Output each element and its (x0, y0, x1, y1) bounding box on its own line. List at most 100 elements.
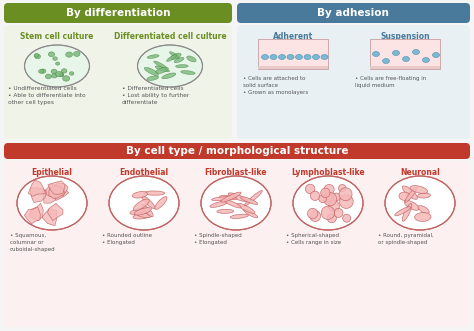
Ellipse shape (147, 76, 159, 80)
Ellipse shape (270, 55, 277, 60)
Ellipse shape (60, 73, 64, 76)
Ellipse shape (55, 62, 60, 65)
Circle shape (324, 193, 332, 201)
Ellipse shape (373, 52, 380, 57)
Ellipse shape (228, 193, 247, 202)
Ellipse shape (145, 68, 158, 75)
Circle shape (338, 184, 346, 192)
Circle shape (328, 201, 339, 212)
Polygon shape (28, 180, 46, 196)
Ellipse shape (295, 55, 302, 60)
Ellipse shape (312, 55, 319, 60)
Polygon shape (30, 188, 46, 203)
Ellipse shape (170, 52, 179, 58)
Circle shape (320, 188, 330, 198)
Polygon shape (48, 181, 65, 195)
Ellipse shape (144, 191, 165, 195)
FancyBboxPatch shape (4, 25, 232, 139)
Circle shape (327, 213, 337, 223)
Polygon shape (42, 209, 57, 226)
Text: Lymphoblast-like: Lymphoblast-like (291, 168, 365, 177)
Ellipse shape (410, 186, 428, 193)
Bar (370, 66, 440, 69)
Ellipse shape (224, 200, 241, 208)
Ellipse shape (155, 197, 167, 210)
Text: • Spherical-shaped
• Cells range in size: • Spherical-shaped • Cells range in size (286, 233, 341, 245)
Circle shape (333, 193, 340, 201)
Circle shape (324, 194, 334, 203)
Text: • Differentiated cells
• Lost ability to further
differentiate: • Differentiated cells • Lost ability to… (122, 86, 189, 105)
Polygon shape (29, 203, 43, 221)
Ellipse shape (240, 197, 258, 205)
Ellipse shape (262, 55, 268, 60)
Ellipse shape (418, 206, 429, 213)
Ellipse shape (134, 208, 151, 215)
Polygon shape (24, 207, 40, 224)
Ellipse shape (132, 192, 147, 198)
Text: • Rounded outline
• Elongated: • Rounded outline • Elongated (102, 233, 152, 245)
Circle shape (310, 211, 320, 221)
Circle shape (322, 191, 329, 198)
Polygon shape (49, 185, 64, 198)
FancyBboxPatch shape (237, 25, 470, 139)
Text: By differentiation: By differentiation (66, 8, 170, 18)
Ellipse shape (130, 208, 146, 214)
Circle shape (324, 193, 337, 206)
Circle shape (339, 195, 353, 209)
Text: Adherent: Adherent (273, 32, 313, 41)
Ellipse shape (243, 209, 258, 218)
Text: • Cells are free-floating in
liquid medium: • Cells are free-floating in liquid medi… (355, 76, 426, 88)
Ellipse shape (69, 72, 74, 75)
Text: Fibroblast-like: Fibroblast-like (205, 168, 267, 177)
Ellipse shape (147, 55, 159, 58)
Ellipse shape (53, 57, 57, 60)
Ellipse shape (40, 69, 46, 73)
Ellipse shape (221, 192, 241, 202)
Ellipse shape (17, 176, 87, 230)
Polygon shape (55, 183, 68, 196)
Circle shape (334, 209, 343, 217)
Text: Differentiated cell culture: Differentiated cell culture (114, 32, 226, 41)
Ellipse shape (412, 50, 419, 55)
Circle shape (339, 188, 352, 201)
Ellipse shape (404, 201, 419, 210)
Ellipse shape (399, 192, 410, 201)
Text: Neuronal: Neuronal (400, 168, 440, 177)
Ellipse shape (405, 187, 418, 202)
Text: Endothelial: Endothelial (119, 168, 169, 177)
Text: Stem cell culture: Stem cell culture (20, 32, 94, 41)
FancyBboxPatch shape (4, 161, 470, 327)
Polygon shape (42, 189, 56, 203)
Ellipse shape (181, 71, 195, 74)
Ellipse shape (211, 197, 231, 201)
Ellipse shape (38, 70, 44, 73)
Ellipse shape (142, 205, 153, 217)
Ellipse shape (415, 213, 431, 221)
Ellipse shape (166, 55, 177, 62)
Ellipse shape (432, 53, 439, 58)
Ellipse shape (244, 190, 263, 206)
Circle shape (343, 214, 351, 222)
Ellipse shape (321, 55, 328, 60)
Text: By cell type / morphological structure: By cell type / morphological structure (126, 146, 348, 156)
Ellipse shape (230, 214, 248, 218)
Ellipse shape (59, 73, 64, 77)
Polygon shape (47, 203, 63, 220)
Ellipse shape (402, 57, 410, 62)
Ellipse shape (293, 176, 363, 230)
Text: • Spindle-shaped
• Elongated: • Spindle-shaped • Elongated (194, 233, 242, 245)
Ellipse shape (63, 76, 70, 81)
Ellipse shape (51, 69, 57, 74)
Ellipse shape (219, 195, 237, 200)
Ellipse shape (176, 65, 188, 68)
Ellipse shape (155, 68, 168, 74)
Ellipse shape (155, 66, 169, 72)
Circle shape (321, 206, 335, 219)
Ellipse shape (385, 176, 455, 230)
Ellipse shape (52, 74, 57, 78)
Text: By adhesion: By adhesion (317, 8, 389, 18)
Ellipse shape (237, 203, 255, 213)
Ellipse shape (287, 55, 294, 60)
Text: • Squamous,
columnar or
cuboidal-shaped: • Squamous, columnar or cuboidal-shaped (10, 233, 55, 252)
Ellipse shape (109, 176, 179, 230)
